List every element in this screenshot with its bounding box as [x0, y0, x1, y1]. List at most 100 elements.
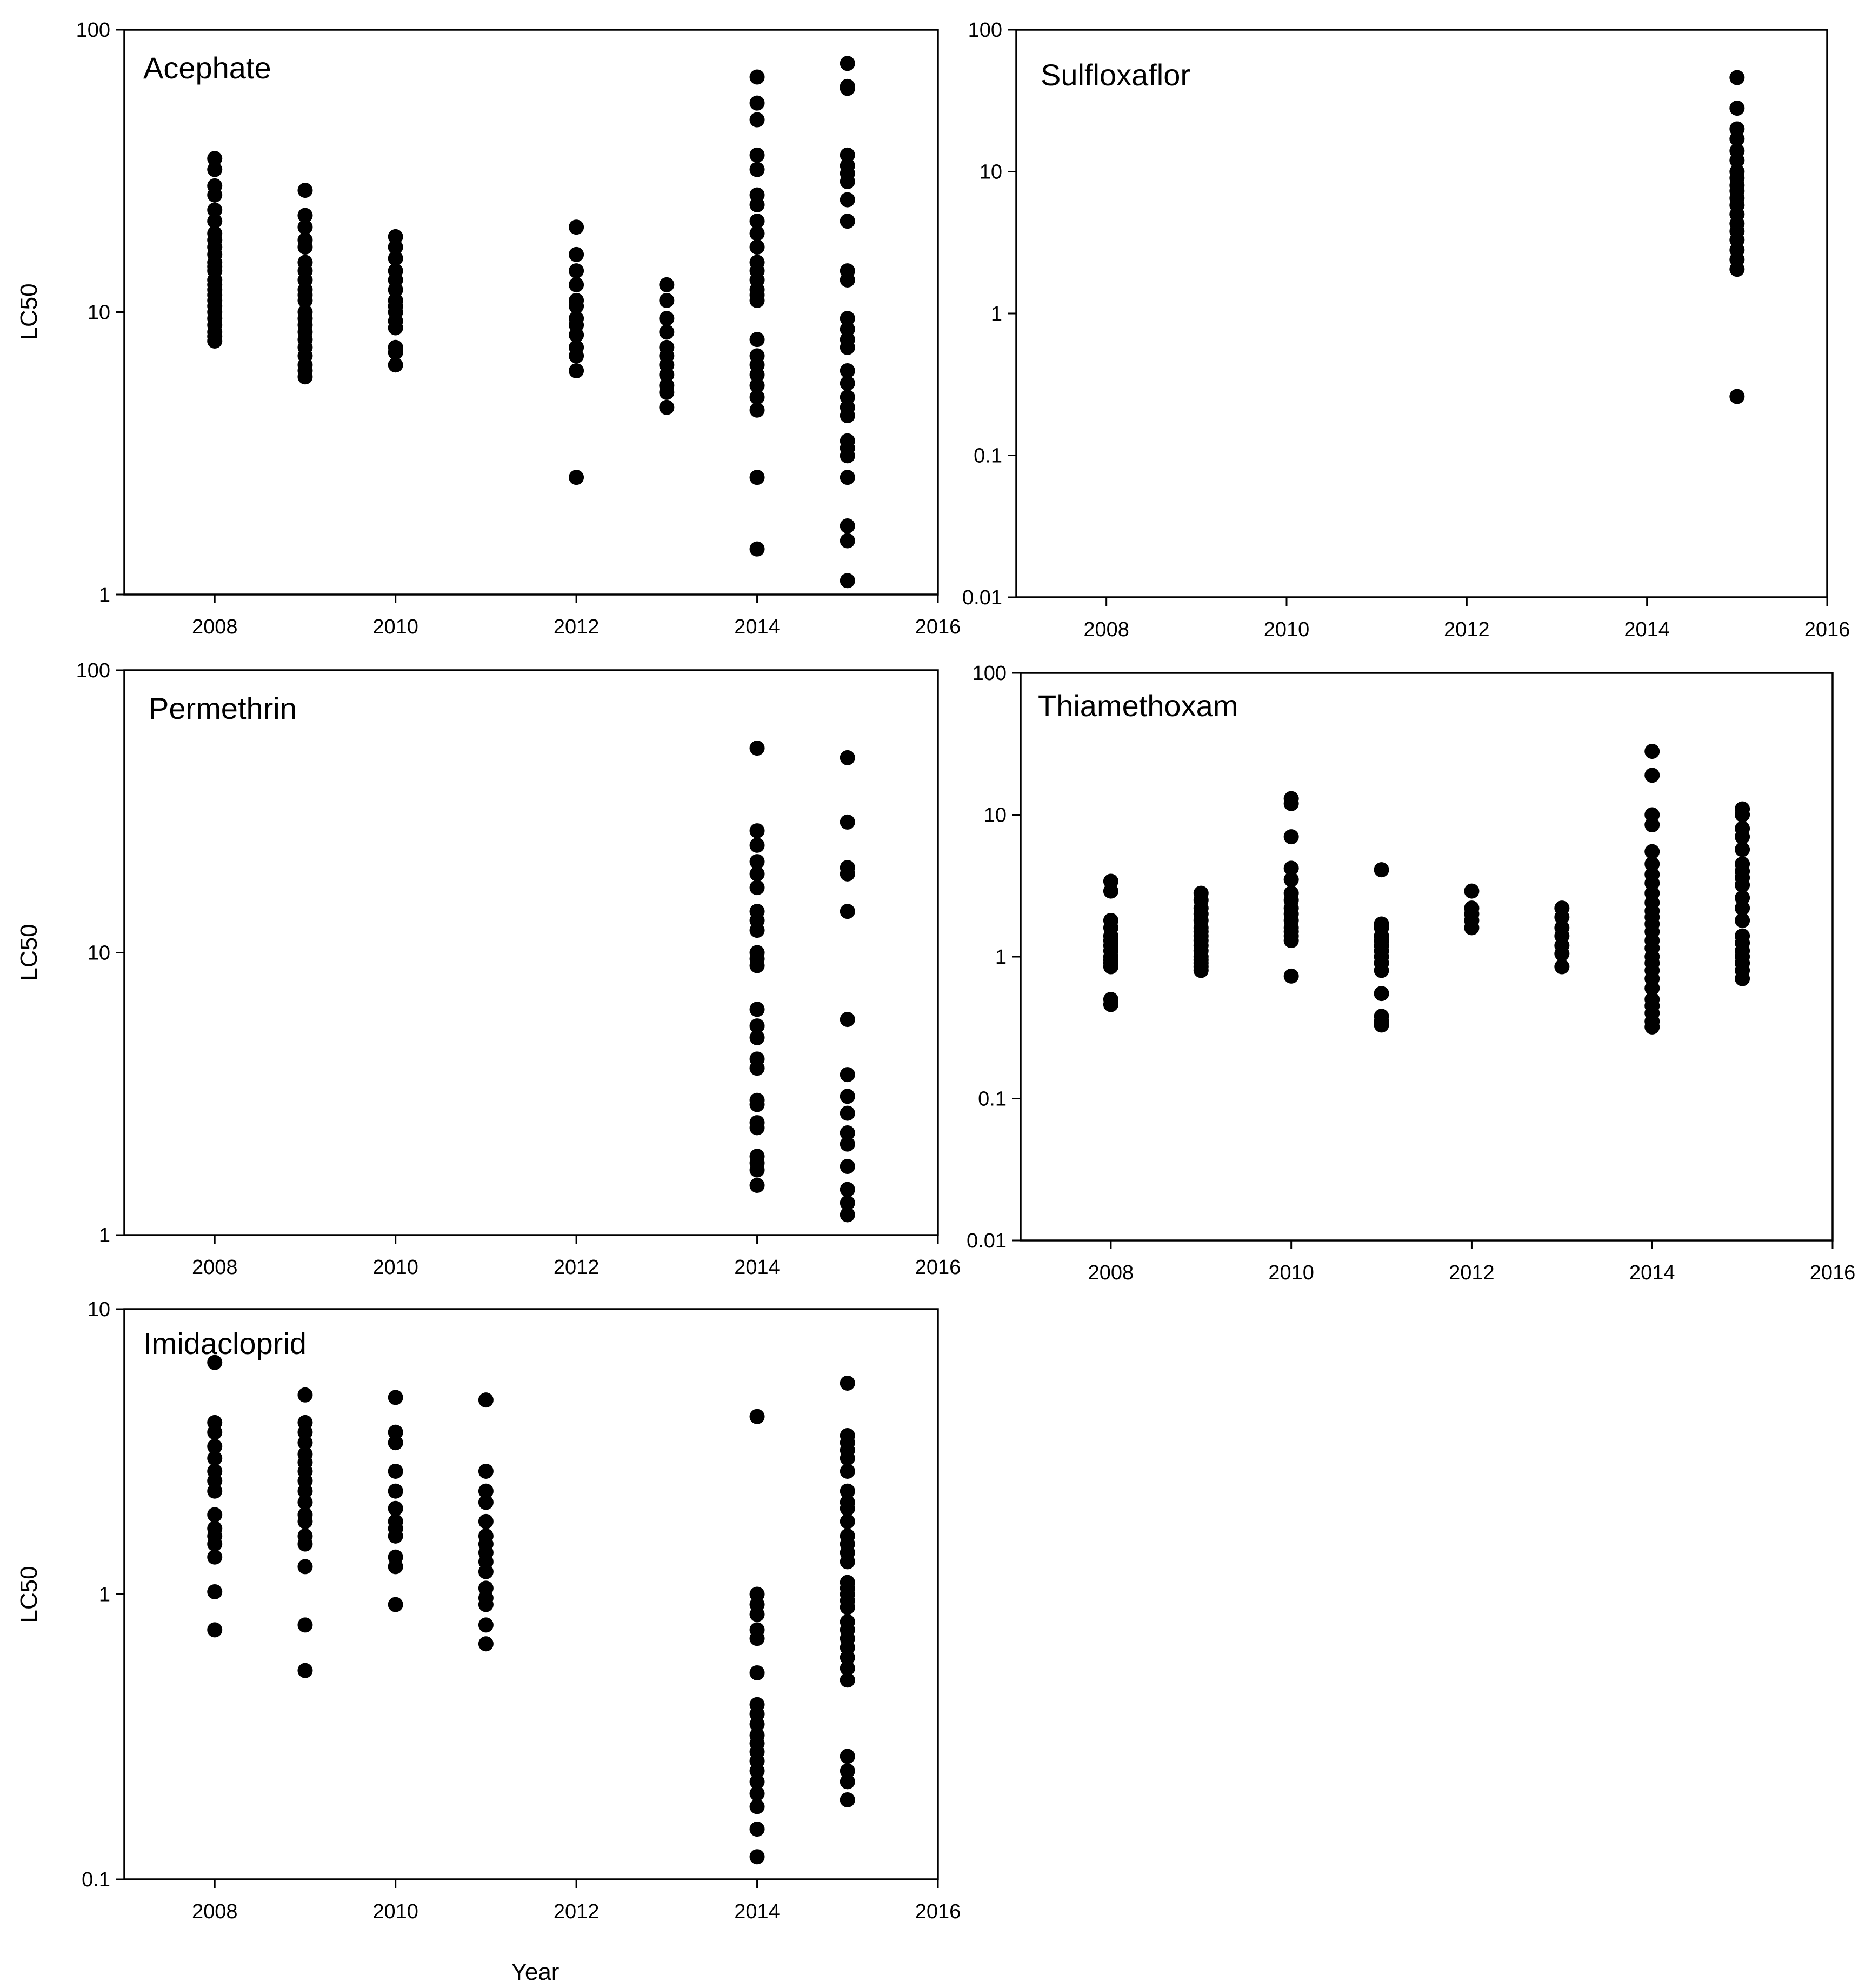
data-point — [840, 192, 855, 208]
data-point — [749, 1606, 765, 1622]
data-point — [840, 408, 855, 424]
y-tick-label: 1 — [99, 1584, 110, 1606]
data-point — [749, 1030, 765, 1045]
data-point — [207, 1622, 223, 1638]
x-tick-label: 2012 — [554, 1900, 600, 1923]
data-point — [388, 229, 403, 244]
data-point — [478, 1495, 494, 1510]
x-tick-label: 2012 — [554, 1256, 600, 1279]
data-point — [388, 1390, 403, 1405]
data-point — [840, 1650, 855, 1665]
data-point — [840, 272, 855, 288]
data-point — [840, 470, 855, 485]
data-point — [1554, 959, 1570, 975]
data-point — [207, 1438, 223, 1454]
data-point — [659, 384, 675, 400]
x-tick-label: 2008 — [192, 1256, 238, 1279]
data-point — [569, 277, 584, 292]
data-point — [297, 1663, 313, 1678]
data-point — [749, 292, 765, 308]
data-point — [659, 399, 675, 415]
data-point — [207, 1536, 223, 1552]
data-point — [1729, 70, 1745, 85]
panel-sulfloxaflor: Sulfloxaflor 0.01 0.1 1 10 100 2008 2010 2012 20… — [962, 19, 1850, 641]
data-point — [207, 1549, 223, 1565]
data-point — [749, 197, 765, 212]
x-tick-label: 2008 — [1083, 618, 1129, 641]
axis-ticks: 0.01 0.1 1 10 100 2008 2010 2012 2014 2016 — [967, 662, 1855, 1284]
data-point — [749, 866, 765, 882]
data-point — [207, 187, 223, 203]
panel-title: Thiamethoxam — [1038, 689, 1238, 723]
x-tick-label: 2012 — [1449, 1262, 1495, 1284]
x-tick-label: 2016 — [1810, 1262, 1856, 1284]
data-point — [297, 1617, 313, 1633]
data-point — [840, 1105, 855, 1121]
x-tick-label: 2010 — [1264, 618, 1310, 641]
panel-title: Sulfloxaflor — [1041, 58, 1190, 92]
y-tick-label: 1 — [99, 1224, 110, 1247]
data-point — [840, 339, 855, 355]
data-point — [1644, 980, 1660, 996]
y-tick-label: 1 — [991, 303, 1002, 325]
y-tick-label: 0.1 — [974, 445, 1002, 468]
data-point — [840, 56, 855, 71]
data-point — [388, 1424, 403, 1440]
data-point — [749, 1631, 765, 1646]
data-point — [207, 1424, 223, 1440]
y-tick-label: 1 — [99, 584, 110, 606]
data-point — [1103, 883, 1118, 899]
data-point — [840, 1375, 855, 1391]
x-tick-label: 2016 — [915, 616, 961, 638]
data-point — [1644, 768, 1660, 783]
data-point — [749, 470, 765, 485]
data-points — [749, 741, 855, 1223]
data-point — [569, 470, 584, 485]
data-point — [1103, 959, 1118, 975]
data-point — [1729, 152, 1745, 168]
data-point — [659, 367, 675, 383]
data-point — [1644, 744, 1660, 759]
data-point — [1283, 872, 1299, 888]
data-point — [1374, 986, 1389, 1002]
data-point — [388, 1500, 403, 1516]
axis-ticks: 1 10 100 2008 2010 2012 2014 2016 — [76, 19, 961, 638]
panel-imidacloprid: Imidacloprid LC50 0.1 1 10 2008 2010 2012 2014… — [16, 1298, 961, 1923]
y-tick-label: 10 — [88, 302, 110, 324]
data-point — [388, 1528, 403, 1544]
data-point — [840, 1792, 855, 1807]
data-point — [388, 320, 403, 336]
x-tick-label: 2010 — [372, 1900, 418, 1923]
data-point — [1735, 877, 1750, 893]
data-point — [207, 1507, 223, 1523]
y-tick-label: 10 — [980, 161, 1002, 184]
x-tick-label: 2014 — [1629, 1262, 1675, 1284]
data-point — [1729, 131, 1745, 147]
data-point — [1735, 912, 1750, 928]
data-point — [840, 1195, 855, 1211]
data-point — [749, 823, 765, 839]
data-point — [297, 369, 313, 385]
data-point — [840, 1125, 855, 1140]
data-point — [749, 958, 765, 973]
data-point — [840, 573, 855, 589]
x-tick-label: 2010 — [372, 1256, 418, 1279]
data-point — [478, 1564, 494, 1579]
x-tick-label: 2016 — [915, 1256, 961, 1279]
y-tick-label: 1 — [995, 946, 1007, 969]
data-point — [749, 1097, 765, 1112]
data-point — [388, 1597, 403, 1612]
data-point — [840, 533, 855, 549]
data-point — [297, 1513, 313, 1529]
x-tick-label: 2008 — [1088, 1262, 1134, 1284]
data-point — [207, 151, 223, 166]
data-point — [388, 239, 403, 255]
data-point — [207, 1483, 223, 1499]
data-point — [297, 292, 313, 308]
data-points — [207, 56, 855, 589]
data-point — [840, 1660, 855, 1676]
data-point — [749, 378, 765, 393]
y-tick-label: 0.01 — [962, 586, 1002, 609]
data-point — [840, 363, 855, 378]
data-point — [840, 1182, 855, 1197]
